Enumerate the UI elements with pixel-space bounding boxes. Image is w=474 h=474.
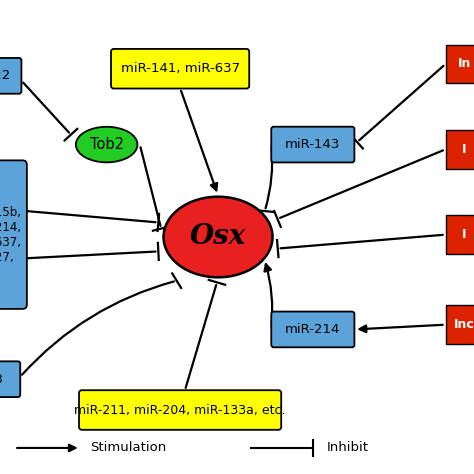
Text: miR-143: miR-143 [285, 138, 340, 151]
FancyBboxPatch shape [446, 45, 474, 83]
Ellipse shape [76, 127, 137, 163]
FancyBboxPatch shape [0, 160, 27, 309]
FancyBboxPatch shape [271, 127, 355, 163]
Text: Tob2: Tob2 [90, 137, 124, 152]
FancyBboxPatch shape [446, 215, 474, 254]
Text: Stimulation: Stimulation [90, 441, 166, 455]
Text: I: I [462, 143, 467, 156]
Text: miR-15b,
miR-214,
miR-637,
miR-27,: miR-15b, miR-214, miR-637, miR-27, [0, 206, 22, 264]
Text: Inc: Inc [454, 318, 474, 331]
Text: Inhibit: Inhibit [327, 441, 369, 455]
Text: miR-211, miR-204, miR-133a, etc.: miR-211, miR-204, miR-133a, etc. [74, 403, 286, 417]
Text: miR-214: miR-214 [285, 323, 340, 336]
Text: p3: p3 [0, 373, 4, 386]
FancyBboxPatch shape [79, 390, 281, 430]
Ellipse shape [164, 197, 273, 277]
FancyBboxPatch shape [0, 58, 21, 94]
Text: Osx: Osx [190, 224, 246, 250]
FancyBboxPatch shape [446, 305, 474, 344]
FancyBboxPatch shape [446, 130, 474, 169]
FancyBboxPatch shape [0, 361, 20, 397]
Text: I: I [462, 228, 467, 241]
FancyBboxPatch shape [111, 49, 249, 89]
FancyBboxPatch shape [271, 311, 355, 347]
Text: In: In [458, 57, 471, 71]
Text: -322: -322 [0, 69, 10, 82]
Text: miR-141, miR-637: miR-141, miR-637 [120, 62, 240, 75]
